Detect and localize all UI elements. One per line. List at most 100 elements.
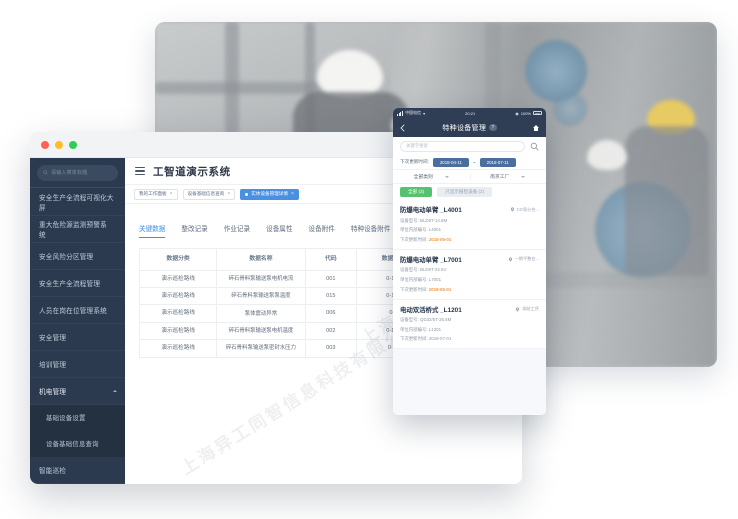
location-pin-icon — [510, 207, 514, 212]
date-to-button[interactable]: 2018-07-11 — [479, 157, 516, 167]
sidebar-item-label: 基础设备设置 — [46, 415, 86, 423]
tag-equipment-info-query[interactable]: 设备基础信息查询 × — [182, 188, 236, 200]
select-category-value: 全部类别 — [413, 175, 433, 180]
select-category[interactable]: 全部类别 — [393, 170, 470, 183]
code-label: 单位内部编号: — [400, 227, 428, 233]
signal-icon — [397, 110, 404, 116]
phone-filter-buttons: 全部 (3) 只显示报检设备 (2) — [393, 184, 546, 200]
tab-operation-records[interactable]: 作业记录 — [223, 226, 251, 233]
tag-equipment-management-detail[interactable]: 实体设备管理详情 × — [240, 188, 299, 200]
sidebar-menu-list: 安全生产全流程可视化大屏 重大危险源监测预警系统 安全风险分区管理 安全生产全流… — [30, 189, 125, 484]
sidebar-item-1[interactable]: 重大危险源监测预警系统 — [30, 216, 125, 243]
sidebar-search-input[interactable]: 请输入菜单标题 — [37, 165, 118, 181]
date-from-button[interactable]: 2018-04-11 — [432, 157, 469, 167]
equipment-location: 烧结工序 — [515, 306, 539, 312]
sidebar-item-4[interactable]: 人员在岗在位管理系统 — [30, 297, 125, 324]
chevron-down-icon — [444, 175, 449, 178]
tab-key-data[interactable]: 关键数据 — [139, 223, 166, 238]
sidebar-item-6[interactable]: 培训管理 — [30, 351, 125, 378]
model-label: 设备型号: — [400, 217, 419, 223]
equipment-name: 防爆电动单臂 _L4001 — [400, 207, 462, 214]
sidebar-item-0[interactable]: 安全生产全流程可视化大屏 — [30, 189, 125, 216]
date-separator: ~ — [472, 159, 476, 165]
list-item[interactable]: 防爆电动单臂 _L7001 一期平整台... 设备型号: BLD5T-22.5V… — [393, 249, 546, 300]
next-update-value: 2018-07-01 — [428, 336, 452, 342]
filter-all-button[interactable]: 全部 (3) — [400, 187, 433, 197]
question-icon[interactable]: ? — [489, 123, 497, 132]
tab-equipment-attributes[interactable]: 设备属性 — [266, 226, 293, 233]
tab-equipment-attachments[interactable]: 设备附件 — [308, 226, 335, 233]
code-value: L1201 — [428, 326, 442, 332]
tag-label: 实体设备管理详情 — [251, 191, 288, 196]
equipment-next-update-row: 下次更新时间: 2018-05-01 — [400, 287, 539, 293]
location-label: 一期平整台... — [514, 256, 539, 262]
equipment-code-row: 单位内部编号: L4001 — [400, 227, 539, 233]
cell-code: 003 — [304, 339, 358, 358]
sidebar-item-label: 重大危险源监测预警系统 — [39, 221, 107, 239]
equipment-next-update-row: 下次更新时间: 2018-05-01 — [400, 237, 539, 243]
location-label: CO泵分合... — [516, 206, 539, 212]
location-pin-icon — [516, 306, 520, 312]
cell-name: 碎石骨料泵输送泵泵温度 — [216, 287, 306, 306]
list-item[interactable]: 防爆电动单臂 _L4001 CO泵分合... 设备型号: BLD5T-14.5M… — [393, 200, 546, 250]
sidebar-item-label: 安全生产全流程管理 — [39, 280, 101, 288]
minimize-window-button[interactable] — [55, 140, 63, 149]
equipment-name: 电动双活桥式 _L1201 — [400, 306, 462, 314]
sidebar-item-3[interactable]: 安全生产全流程管理 — [30, 270, 125, 297]
sidebar-search-placeholder: 请输入菜单标题 — [51, 170, 88, 177]
next-update-value: 2018-05-01 — [428, 286, 452, 292]
home-icon[interactable] — [532, 124, 540, 132]
equipment-model-row: 设备型号: QD32/5T-25.5M — [400, 317, 539, 323]
sidebar-subitem-basic-equipment-settings[interactable]: 基础设备设置 — [30, 404, 125, 431]
hamburger-icon[interactable] — [135, 166, 145, 176]
sidebar-item-7[interactable]: 机电管理 — [30, 378, 125, 405]
battery-icon — [532, 111, 542, 115]
tab-special-equipment-attachments[interactable]: 特种设备附件 — [350, 226, 391, 233]
app-header: 工智道演示系统 — [125, 158, 522, 185]
list-item[interactable]: 电动双活桥式 _L1201 烧结工序 设备型号: QD32/5T-25.5M 单… — [393, 299, 546, 350]
column-header-category: 数据分类 — [138, 248, 218, 271]
arrow-left-icon[interactable] — [399, 124, 407, 132]
sidebar-item-5[interactable]: 安全管理 — [30, 324, 125, 351]
zoom-window-button[interactable] — [69, 140, 77, 149]
close-icon[interactable]: × — [169, 190, 173, 197]
phone-select-row: 全部类别 南京工厂 — [393, 169, 546, 184]
phone-search-placeholder: 关键字搜索 — [406, 143, 428, 148]
close-icon[interactable]: × — [227, 190, 231, 197]
sidebar-item-2[interactable]: 安全风险分区管理 — [30, 243, 125, 270]
active-dot-icon — [245, 192, 249, 196]
code-label: 单位内部编号: — [400, 276, 428, 282]
close-window-button[interactable] — [41, 140, 49, 149]
column-header-code: 代码 — [304, 248, 358, 271]
phone-navigation-bar: 特种设备管理 ? — [393, 118, 546, 137]
cell-category: 演示巡检路线 — [138, 269, 218, 289]
sidebar-item-10[interactable]: 智能巡检 — [30, 457, 125, 484]
filter-inspection-only-button[interactable]: 只显示报检设备 (2) — [437, 187, 493, 197]
next-update-label: 下次更新时间: — [400, 286, 428, 292]
clock-label: 20:21 — [465, 110, 476, 116]
sidebar-item-label: 安全生产全流程可视化大屏 — [39, 194, 114, 212]
sidebar-subitem-equipment-info-query[interactable]: 设备基础信息查询 — [30, 430, 125, 457]
phone-search-row: 关键字搜索 — [393, 137, 546, 155]
tag-my-workbench[interactable]: 我的工作面板 × — [134, 188, 178, 200]
model-label: 设备型号: — [400, 267, 419, 273]
cell-category: 演示巡检路线 — [138, 304, 218, 323]
model-value: BLD5T-22.5V — [420, 267, 447, 273]
location-label: 烧结工序 — [522, 306, 539, 312]
sidebar-item-label: 设备基础信息查询 — [46, 441, 99, 449]
sidebar-item-label: 机电管理 — [39, 388, 67, 396]
select-factory[interactable]: 南京工厂 — [469, 170, 547, 183]
next-update-label: 下次更新时间: — [400, 336, 428, 342]
phone-date-filter: 下次更新时间: 2018-04-11 ~ 2018-07-11 — [393, 155, 546, 169]
tab-rectification-records[interactable]: 整改记录 — [181, 226, 208, 233]
tag-label: 设备基础信息查询 — [187, 191, 225, 196]
wifi-icon: ▾ — [423, 110, 426, 116]
phone-search-input[interactable]: 关键字搜索 — [400, 140, 525, 152]
close-icon[interactable]: × — [290, 190, 294, 197]
search-icon[interactable] — [530, 142, 539, 151]
cell-name: 泵体震动异常 — [216, 304, 306, 323]
phone-equipment-list[interactable]: 防爆电动单臂 _L4001 CO泵分合... 设备型号: BLD5T-14.5M… — [393, 200, 546, 415]
cell-code: 006 — [304, 304, 358, 323]
search-icon — [43, 170, 48, 175]
equipment-location: CO泵分合... — [510, 207, 539, 213]
